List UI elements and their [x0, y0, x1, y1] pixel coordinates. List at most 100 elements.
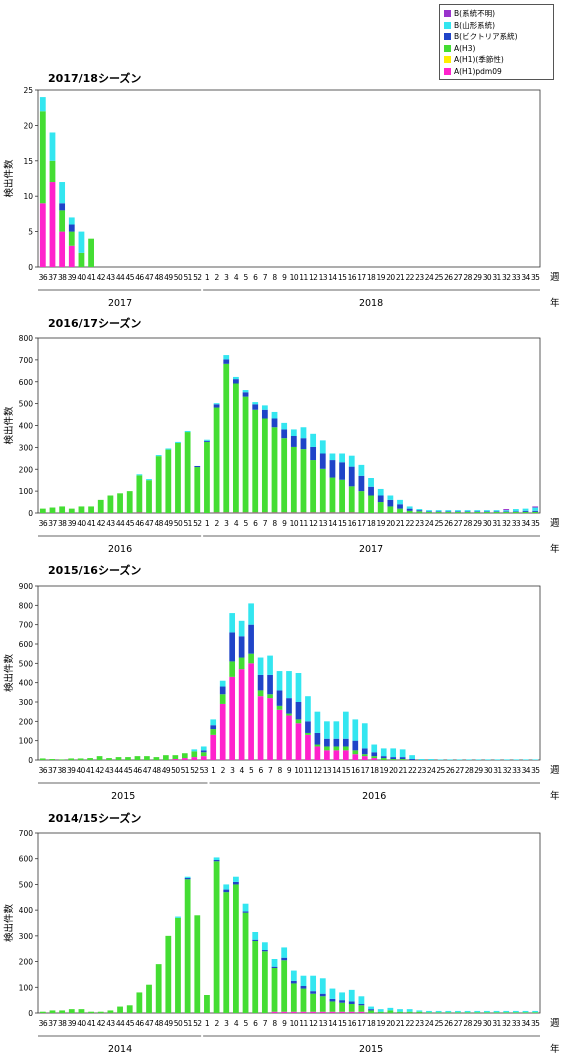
bar-segment: [329, 512, 336, 514]
x-tick-label: 7: [263, 273, 268, 282]
x-tick-label: 32: [502, 519, 511, 528]
bar-segment: [342, 738, 349, 747]
legend-item: B(山形系統): [444, 20, 549, 32]
x-tick-label: 25: [434, 519, 443, 528]
bar-segment: [445, 511, 452, 513]
bar-segment: [248, 663, 254, 760]
bar-segment: [474, 511, 481, 512]
bar-segment: [428, 759, 434, 760]
bar-segment: [329, 988, 336, 999]
chart-2016-17: 2016/17シーズン 0 100 200 300 400 500 600 700 800 検出件数…: [3, 316, 560, 555]
bar-segment: [339, 1000, 345, 1003]
bar-segment: [324, 738, 330, 747]
bar-segment: [319, 1011, 326, 1013]
bar-segment: [416, 509, 423, 511]
bar-segment: [474, 1012, 481, 1013]
bar-segment: [267, 694, 273, 699]
y-tick-label: 800: [19, 601, 34, 610]
bar-segment: [210, 725, 217, 730]
x-tick-label: 3: [224, 1019, 229, 1028]
bar-segment: [165, 448, 172, 450]
bar-segment: [305, 696, 311, 722]
y-tick-label: 700: [19, 829, 34, 838]
bar-segment: [329, 477, 336, 513]
bar-segment: [484, 510, 490, 512]
bar-segment: [213, 512, 220, 514]
legend-label: B(山形系統): [454, 20, 495, 30]
y-tick-label: 700: [19, 621, 34, 630]
x-tick-label: 34: [521, 1019, 530, 1028]
bar-segment: [387, 1007, 394, 1011]
x-tick-label: 41: [86, 766, 95, 775]
x-tick-label: 40: [76, 766, 85, 775]
x-tick-label: 1: [205, 519, 210, 528]
bar-segment: [352, 719, 359, 741]
y-tick-label: 400: [19, 422, 34, 431]
x-tick-label: 51: [183, 519, 192, 528]
bar-segment: [261, 409, 268, 419]
bar-segment: [184, 432, 191, 513]
bar-segment: [194, 467, 201, 513]
y-tick-label: 20: [23, 121, 33, 130]
bar-segment: [300, 988, 307, 1012]
bar-segment: [310, 433, 317, 447]
y-tick-label: 300: [19, 443, 34, 452]
bar-segment: [300, 512, 307, 514]
x-tick-label: 35: [531, 273, 540, 282]
bar-segment: [493, 511, 500, 513]
y-tick-label: 300: [19, 932, 34, 941]
x-tick-label: 9: [287, 766, 292, 775]
bar-segment: [281, 438, 288, 513]
bar-segment: [290, 970, 297, 981]
x-tick-label: 52: [193, 519, 202, 528]
bar-segment: [368, 1009, 374, 1011]
x-axis-year-label: 年: [550, 1043, 560, 1055]
x-tick-label: 12: [313, 766, 322, 775]
x-tick-label: 49: [164, 519, 173, 528]
x-tick-label: 10: [290, 273, 299, 282]
bar-segment: [261, 405, 268, 410]
y-tick-label: 600: [19, 378, 34, 387]
x-tick-label: 17: [361, 766, 370, 775]
bar-segment: [191, 749, 198, 752]
bar-segment: [125, 757, 131, 760]
bar-segment: [352, 740, 359, 751]
x-tick-label: 20: [386, 519, 395, 528]
bar-segment: [58, 759, 65, 760]
x-tick-label: 8: [272, 519, 277, 528]
bar-segment: [49, 132, 56, 161]
bar-segment: [342, 750, 349, 760]
bar-segment: [426, 1010, 432, 1013]
bar-segment: [522, 511, 529, 513]
y-tick-label: 600: [19, 855, 34, 864]
bar-segment: [371, 756, 378, 759]
bar-segment: [153, 757, 160, 760]
bar-segment: [377, 502, 384, 513]
x-tick-label: 48: [154, 1019, 163, 1028]
bar-segment: [532, 506, 539, 508]
x-tick-label: 52: [190, 766, 199, 775]
x-tick-label: 2: [215, 273, 220, 282]
bar-segment: [233, 512, 239, 514]
bar-segment: [484, 1012, 490, 1013]
x-tick-label: 36: [39, 273, 48, 282]
bar-segment: [324, 721, 330, 739]
bar-segment: [329, 1001, 336, 1012]
y-tick-label: 0: [28, 263, 33, 272]
x-tick-label: 44: [116, 519, 125, 528]
bar-segment: [223, 355, 230, 360]
x-tick-label: 24: [425, 1019, 434, 1028]
x-tick-label: 33: [512, 766, 521, 775]
bar-segment: [223, 512, 230, 514]
bar-segment: [290, 436, 297, 447]
bar-segment: [59, 203, 66, 211]
bar-segment: [339, 453, 345, 463]
bar-segment: [493, 1010, 500, 1013]
bar-segment: [409, 759, 415, 760]
bar-segment: [445, 1012, 452, 1013]
bar-segment: [175, 443, 181, 513]
x-tick-label: 8: [277, 766, 282, 775]
bar-segment: [191, 751, 198, 758]
bar-segment: [117, 1006, 123, 1013]
y-tick-label: 300: [19, 698, 34, 707]
